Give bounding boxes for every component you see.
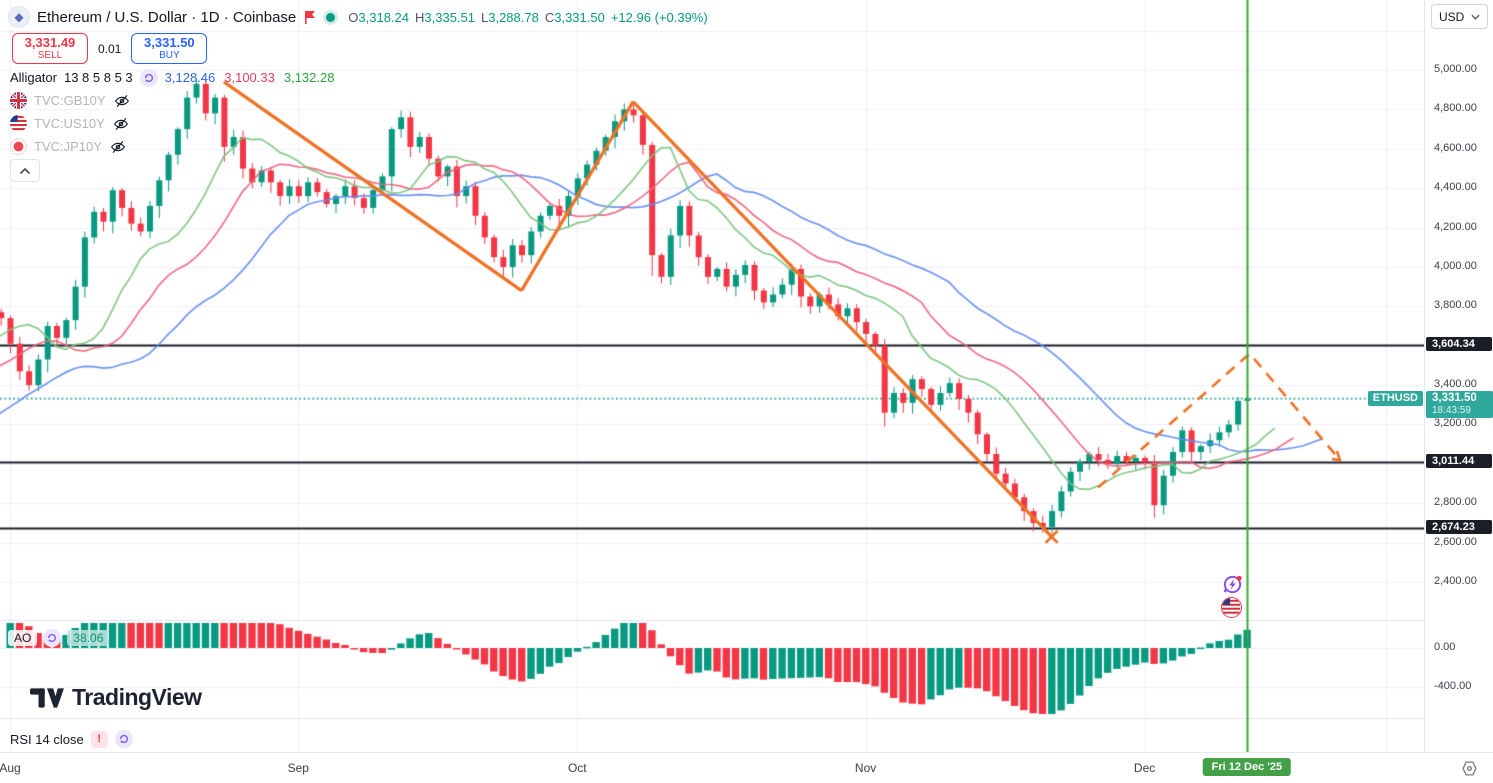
price-level-label: 2,674.23 [1426, 520, 1492, 534]
last-price-label: 3,331.50 18:43:59 [1426, 390, 1493, 419]
open-value: 3,318.24 [358, 9, 409, 25]
compare-symbol-gb10y[interactable]: TVC:GB10Y [10, 90, 131, 111]
time-tick-label: Oct [567, 761, 587, 775]
compare-symbol-us10y[interactable]: TVC:US10Y [10, 113, 130, 134]
change-value: +12.96 (+0.39%) [610, 9, 708, 25]
ao-indicator-header[interactable]: AO 38.06 [8, 628, 110, 648]
alligator-teeth-value: 3,100.33 [224, 70, 275, 85]
trade-buttons: 3,331.49 SELL 0.01 3,331.50 BUY [12, 33, 208, 64]
us-economic-event-icon[interactable] [1221, 597, 1242, 618]
current-date-badge: Fri 12 Dec '25 [1202, 758, 1292, 776]
rsi-indicator-header[interactable]: RSI 14 close ! [10, 729, 133, 749]
price-tick-label: 3,400.00 [1434, 378, 1477, 391]
ohlc-readout: O3,318.24 H3,335.51 L3,288.78 C3,331.50 … [348, 9, 708, 25]
price-tick-label: 4,800.00 [1434, 102, 1477, 115]
rsi-error-icon[interactable]: ! [90, 730, 108, 748]
chevron-down-icon [1471, 14, 1480, 20]
close-value: 3,331.50 [554, 9, 605, 25]
compare-symbol-jp10y[interactable]: TVC:JP10Y [10, 136, 127, 157]
sell-button[interactable]: 3,331.49 SELL [12, 33, 88, 64]
gb-flag-icon [10, 92, 27, 109]
alligator-params: 13 8 5 8 5 3 [63, 70, 133, 85]
tradingview-wordmark: TradingView [72, 684, 202, 710]
ticker-label: TVC:US10Y [34, 116, 105, 131]
ticker-label: TVC:JP10Y [34, 139, 102, 154]
low-value: 3,288.78 [488, 9, 539, 25]
price-level-label: 3,604.34 [1426, 336, 1492, 351]
price-axis[interactable]: USD 3,331.50 18:43:59 5,000.00 4,800.00 4,… [1424, 0, 1493, 752]
price-tick-label: 2,400.00 [1434, 575, 1477, 587]
jp-flag-icon [10, 138, 27, 155]
tradingview-logo-icon [30, 687, 64, 708]
price-tick-label: 3,800.00 [1434, 299, 1477, 312]
ao-tick-label: 0.00 [1434, 641, 1456, 653]
timezone-target-icon[interactable] [1458, 758, 1480, 778]
rsi-title: RSI 14 close [10, 731, 84, 747]
ao-tick-label: -400.00 [1434, 680, 1472, 692]
us-flag-icon [10, 115, 27, 132]
time-tick-label: Dec [1133, 761, 1156, 775]
buy-button[interactable]: 3,331.50 BUY [131, 33, 208, 64]
ao-title: AO [8, 630, 38, 646]
bar-countdown: 18:43:59 [1432, 404, 1471, 416]
time-tick-label: Nov [854, 761, 877, 775]
alligator-title: Alligator [10, 70, 57, 85]
economic-event-flash-icon[interactable] [1222, 574, 1243, 595]
visibility-off-icon[interactable] [113, 93, 131, 109]
visibility-off-icon[interactable] [109, 139, 127, 155]
alligator-jaw-value: 3,128.46 [164, 70, 216, 85]
price-tick-label: 3,200.00 [1434, 417, 1477, 430]
price-tick-label: 4,200.00 [1434, 220, 1477, 233]
alligator-legend[interactable]: Alligator 13 8 5 8 5 3 3,128.46 3,100.33… [10, 67, 334, 88]
ao-loading-icon[interactable] [43, 629, 62, 647]
time-tick-label: Aug [0, 761, 21, 775]
price-tick-label: 4,000.00 [1434, 259, 1477, 272]
ticker-label: TVC:GB10Y [34, 93, 106, 108]
time-tick-label: Sep [287, 761, 309, 775]
chart-canvas[interactable] [0, 0, 1424, 752]
time-axis[interactable]: Fri 12 Dec '25 Aug Sep Oct Nov Dec [0, 752, 1493, 783]
alligator-loading-icon[interactable] [139, 68, 158, 87]
last-price-symbol-tag: ETHUSD [1367, 390, 1423, 406]
ethereum-logo-icon: ◆ [8, 6, 30, 28]
alligator-lips-value: 3,132.28 [283, 70, 335, 85]
legend-collapse-button[interactable] [10, 159, 40, 182]
spread-value: 0.01 [98, 41, 122, 56]
price-tick-label: 4,400.00 [1434, 181, 1477, 194]
tradingview-watermark: TradingView [30, 684, 202, 711]
high-value: 3,335.51 [424, 9, 475, 25]
visibility-off-icon[interactable] [112, 116, 130, 132]
rsi-loading-icon[interactable] [114, 730, 133, 748]
symbol-header: ◆ Ethereum / U.S. Dollar · 1D · Coinbase… [8, 5, 708, 29]
price-tick-label: 4,600.00 [1434, 141, 1477, 154]
price-tick-label: 5,000.00 [1434, 63, 1477, 76]
symbol-title[interactable]: Ethereum / U.S. Dollar · 1D · Coinbase [37, 8, 297, 26]
data-connection-dot-icon [326, 12, 336, 22]
currency-selector[interactable]: USD [1431, 4, 1488, 29]
market-status-flag-icon[interactable] [303, 10, 317, 25]
price-level-label: 3,011.44 [1426, 453, 1492, 468]
price-tick-label: 2,800.00 [1434, 496, 1477, 509]
ao-current-value: 38.06 [67, 630, 110, 646]
price-tick-label: 2,600.00 [1434, 535, 1477, 548]
